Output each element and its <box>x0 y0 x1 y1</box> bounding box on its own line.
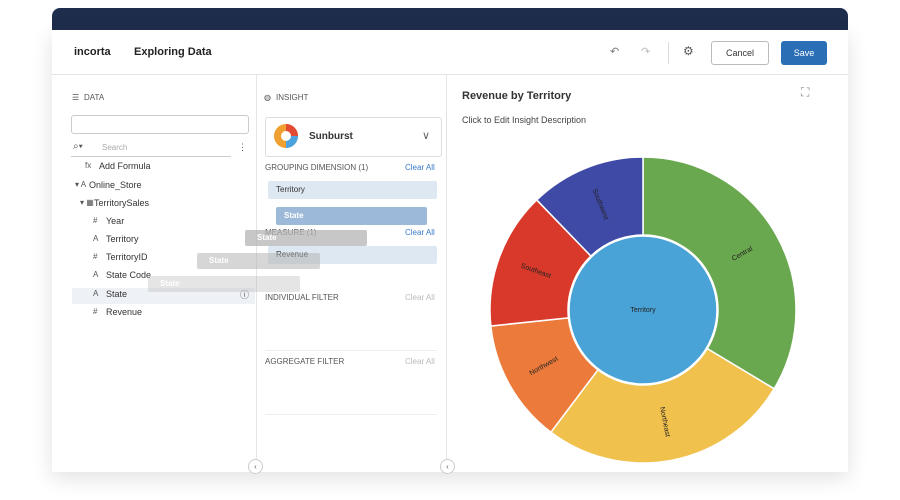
settings[interactable]: ⚙ <box>683 44 694 58</box>
drop-zone <box>265 350 437 351</box>
insight-title: INSIGHT <box>276 93 309 102</box>
field-item[interactable]: State <box>106 289 128 299</box>
field-item[interactable]: State Code <box>106 270 152 280</box>
save-button[interactable]: Save <box>781 41 827 65</box>
field-item[interactable]: Revenue <box>106 307 143 317</box>
top-bar <box>52 8 848 34</box>
field-item[interactable]: Year <box>106 216 125 226</box>
search-underline <box>71 156 231 157</box>
field-item[interactable]: TerritoryID <box>106 252 148 262</box>
collapse-button[interactable]: ‹ <box>248 459 263 474</box>
field-icon: ▾ A <box>75 180 87 189</box>
viz-name: Sunburst <box>309 131 353 142</box>
clear-all[interactable]: Clear All <box>405 357 435 366</box>
info-icon[interactable]: ⓘ <box>240 290 250 300</box>
collapse-button[interactable]: ‹ <box>440 459 455 474</box>
field-item[interactable]: Online_Store <box>89 180 142 190</box>
data-title: DATA <box>84 93 105 102</box>
drop-zone <box>265 414 437 415</box>
viz-icon <box>274 124 298 148</box>
drag-ghost: State <box>245 230 367 246</box>
fullscreen[interactable]: ⛶ <box>801 85 810 99</box>
drag-ghost: State <box>148 276 300 292</box>
center-label: Territory <box>630 307 656 314</box>
field-icon: # <box>93 252 98 261</box>
sunburst-segment <box>549 347 776 464</box>
section-title: INDIVIDUAL FILTER <box>265 293 339 302</box>
cancel-button[interactable]: Cancel <box>711 41 769 65</box>
page-title: Exploring Data <box>134 46 212 58</box>
clear-all[interactable]: Clear All <box>405 163 435 172</box>
table-selector[interactable] <box>71 115 249 134</box>
more-menu[interactable]: ⋮ <box>238 142 247 152</box>
field-item[interactable]: Add Formula <box>99 161 151 171</box>
chart-description[interactable]: Click to Edit Insight Description <box>462 115 587 125</box>
redo[interactable]: ↷ <box>641 46 651 58</box>
section-title: GROUPING DIMENSION (1) <box>265 163 369 172</box>
logo: incorta <box>74 46 111 58</box>
field-icon: A <box>93 270 99 279</box>
pill[interactable]: State <box>276 207 427 225</box>
field-icon: # <box>93 307 98 316</box>
divider <box>256 75 257 472</box>
clear-all[interactable]: Clear All <box>405 293 435 302</box>
viz-picker[interactable] <box>265 117 442 157</box>
field-item[interactable]: TerritorySales <box>94 198 150 208</box>
field-icon: A <box>93 234 99 243</box>
drag-ghost: State <box>197 253 320 269</box>
field-icon: ▾ ▦ <box>80 198 94 207</box>
sunburst-segment <box>535 156 644 258</box>
section-title: AGGREGATE FILTER <box>265 357 345 366</box>
viz-dropdown[interactable]: ∨ <box>422 130 431 142</box>
insight-icon: ◍ <box>264 93 271 102</box>
clear-all[interactable]: Clear All <box>405 228 435 237</box>
sunburst-segment <box>642 156 797 390</box>
field-icon: fx <box>85 161 92 170</box>
sunburst-center <box>568 235 718 385</box>
field-icon: A <box>93 289 99 298</box>
divider <box>668 42 669 64</box>
divider <box>446 75 447 472</box>
divider <box>52 74 848 75</box>
data-title-icon: ☰ <box>72 93 80 102</box>
undo[interactable]: ↶ <box>610 46 620 58</box>
pill[interactable]: Territory <box>268 181 437 199</box>
chart-title: Revenue by Territory <box>462 90 572 102</box>
field-item[interactable]: Territory <box>106 234 139 244</box>
selected-row <box>72 288 255 304</box>
sunburst: CentralNortheastNorthwestSoutheastSouthw… <box>489 156 797 464</box>
field-icon: # <box>93 216 98 225</box>
search-input[interactable]: Search <box>102 143 128 152</box>
search-icon: ⌕▾ <box>73 141 83 152</box>
